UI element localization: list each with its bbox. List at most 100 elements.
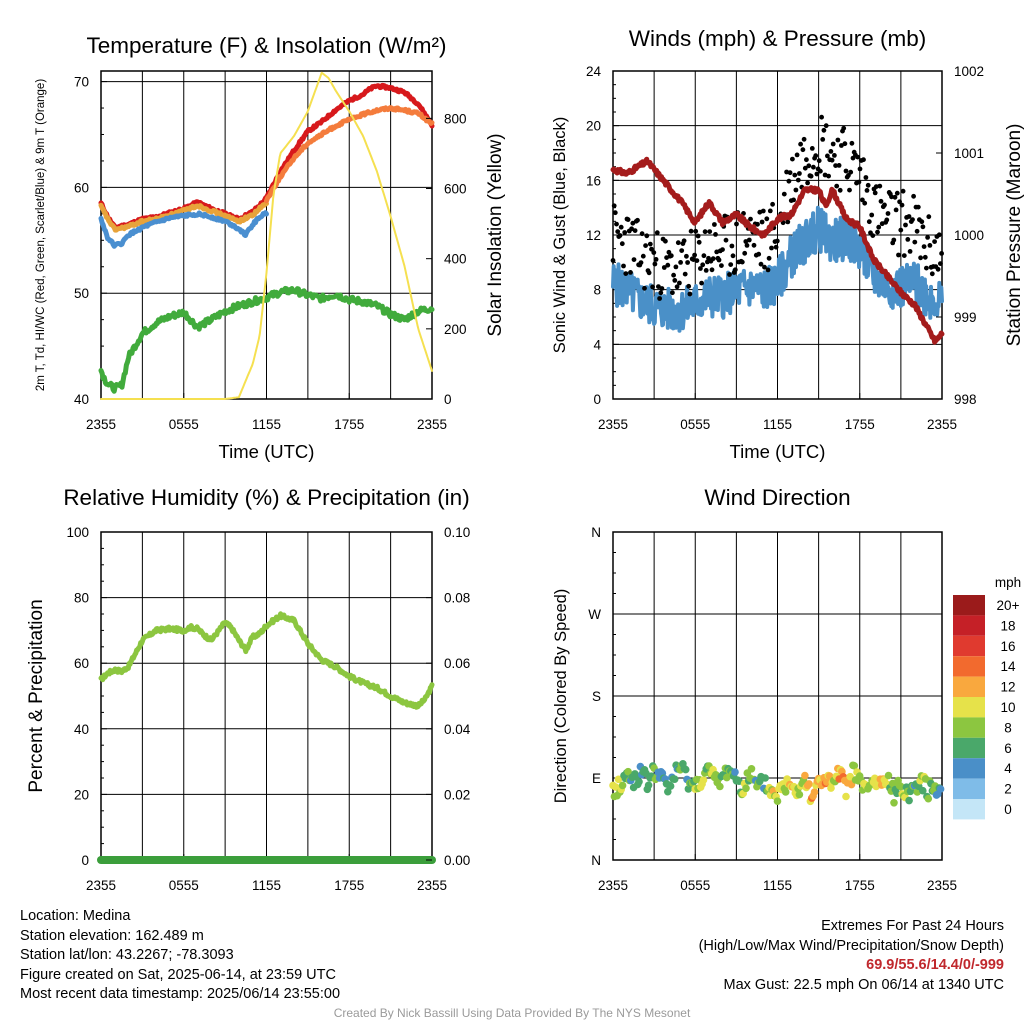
gust-point	[734, 221, 739, 227]
direction-point	[624, 767, 632, 776]
gust-point	[819, 114, 824, 120]
gust-point	[658, 290, 664, 296]
gust-point	[802, 165, 808, 171]
gust-point	[644, 233, 650, 239]
x-tick-label: 2355	[598, 878, 628, 893]
gust-point	[926, 214, 932, 220]
gust-point	[800, 147, 806, 153]
x-tick-label: 1755	[334, 878, 364, 893]
chart-title: Relative Humidity (%) & Precipitation (i…	[63, 485, 469, 510]
gust-point	[766, 255, 772, 261]
y2-tick-label: 600	[444, 182, 467, 197]
gust-point	[920, 224, 926, 230]
gust-point	[873, 184, 879, 190]
direction-point	[897, 782, 905, 791]
gust-point	[826, 173, 831, 179]
gust-point	[625, 217, 631, 223]
gust-point	[742, 250, 748, 256]
chart-title: Temperature (F) & Insolation (W/m²)	[86, 33, 446, 58]
gust-point	[793, 187, 799, 193]
gust-point	[906, 214, 912, 219]
gust-point	[732, 267, 738, 273]
gust-point	[773, 244, 779, 250]
extremes-description: (High/Low/Max Wind/Precipitation/Snow De…	[698, 937, 1004, 954]
gust-point	[647, 241, 653, 247]
gust-point	[673, 264, 679, 270]
y2-tick-label: 800	[444, 111, 467, 126]
series-line-wc	[98, 210, 269, 249]
gust-point	[617, 233, 623, 238]
x-tick-label: 0555	[680, 878, 710, 893]
gust-point	[701, 253, 707, 259]
gust-point	[877, 183, 883, 189]
gust-point	[911, 193, 916, 199]
gust-point	[924, 265, 929, 271]
direction-point	[716, 782, 724, 791]
gust-point	[786, 178, 792, 184]
y-tick-label: 16	[586, 173, 601, 188]
x-tick-label: 0555	[169, 878, 199, 893]
direction-point	[773, 797, 782, 805]
gust-point	[787, 170, 793, 176]
gust-point	[935, 266, 941, 272]
gust-point	[762, 264, 767, 270]
x-tick-label: 2355	[598, 417, 628, 432]
gust-point	[798, 141, 803, 147]
gust-point	[842, 141, 848, 147]
gust-point	[755, 221, 760, 227]
gust-point	[760, 208, 766, 214]
legend-swatch	[953, 615, 985, 636]
legend-label: 2	[1004, 782, 1012, 797]
gust-point	[808, 173, 814, 179]
gust-point	[834, 183, 840, 189]
gust-point	[698, 266, 703, 271]
legend-swatch	[953, 676, 985, 697]
y2-tick-label: 0.00	[444, 853, 470, 868]
y2-tick-label: 0	[444, 392, 452, 407]
gust-point	[640, 253, 646, 259]
direction-point	[761, 774, 769, 782]
direction-point	[842, 792, 850, 801]
gust-point	[709, 267, 715, 273]
gust-point	[727, 272, 732, 277]
gust-point	[900, 188, 906, 194]
gust-point	[635, 217, 640, 223]
y2-tick-label: 0.08	[444, 591, 470, 606]
gust-point	[790, 156, 795, 162]
gust-point	[693, 228, 699, 234]
figure-created: Figure created on Sat, 2025-06-14, at 23…	[20, 966, 336, 983]
gust-point	[758, 261, 764, 267]
gust-point	[806, 163, 812, 169]
legend-label: 10	[1000, 700, 1015, 715]
gust-point	[797, 171, 802, 176]
gust-point	[671, 272, 676, 278]
x-tick-label: 0555	[169, 417, 199, 432]
gust-point	[891, 237, 897, 243]
gust-point	[843, 168, 849, 174]
extremes-info: Extremes For Past 24 Hours (High/Low/Max…	[699, 917, 1004, 995]
direction-point	[699, 776, 708, 784]
gust-point	[730, 253, 736, 259]
y-tick-label: 70	[74, 75, 89, 90]
gust-point	[748, 216, 753, 222]
y-tick-label: N	[591, 853, 601, 868]
gust-point	[885, 211, 891, 216]
gust-point	[657, 296, 662, 301]
gust-point	[921, 244, 927, 250]
direction-point	[905, 796, 913, 805]
gust-point	[837, 187, 843, 193]
chart-panel-1: 40 50 60 70 2355 0555 1155 1755 2355 Temperature …	[35, 33, 506, 462]
y2-tick-label: 1001	[954, 146, 984, 161]
gust-point	[893, 207, 899, 213]
gust-point	[764, 216, 770, 222]
gust-point	[681, 238, 687, 244]
y2-axis-label: Station Pressure (Maroon)	[1004, 124, 1024, 347]
x-tick-label: 1155	[252, 417, 281, 432]
gust-point	[849, 140, 855, 146]
y-tick-label: 40	[74, 392, 89, 407]
x-tick-label: 1155	[763, 878, 792, 893]
gust-point	[818, 168, 823, 174]
legend-label: 16	[1000, 639, 1015, 654]
gust-point	[630, 220, 636, 226]
gust-point	[682, 271, 688, 277]
